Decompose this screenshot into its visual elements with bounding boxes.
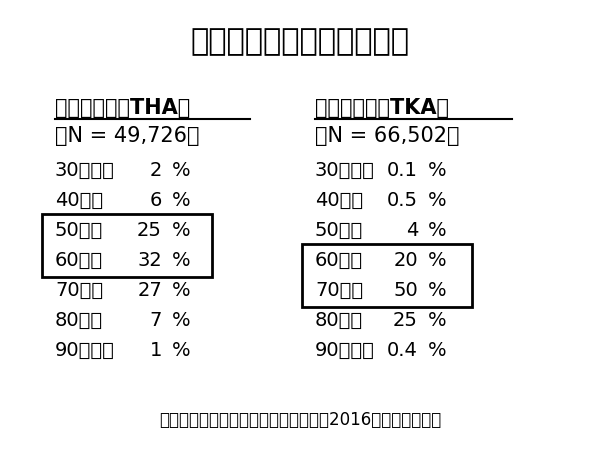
Text: %: % — [428, 161, 446, 180]
Text: 0.1: 0.1 — [387, 161, 418, 180]
Text: 25: 25 — [137, 220, 162, 239]
Text: 4: 4 — [406, 220, 418, 239]
Text: 90歳以上: 90歳以上 — [315, 341, 375, 360]
Text: %: % — [428, 220, 446, 239]
Text: 0.4: 0.4 — [387, 341, 418, 360]
Text: %: % — [428, 280, 446, 300]
Text: 0.5: 0.5 — [387, 190, 418, 210]
Text: 70歳代: 70歳代 — [315, 280, 363, 300]
Text: 60歳代: 60歳代 — [315, 251, 363, 270]
Text: 80歳代: 80歳代 — [55, 310, 103, 329]
Text: 30歳以下: 30歳以下 — [315, 161, 375, 180]
Text: %: % — [428, 310, 446, 329]
Text: （N = 66,502）: （N = 66,502） — [315, 126, 460, 146]
Text: 7: 7 — [149, 310, 162, 329]
Text: 2: 2 — [149, 161, 162, 180]
Text: %: % — [172, 220, 191, 239]
Text: %: % — [428, 341, 446, 360]
Text: 25: 25 — [393, 310, 418, 329]
Text: （日本人工関節学会：レジストリー：2016年版より改変）: （日本人工関節学会：レジストリー：2016年版より改変） — [159, 411, 441, 429]
Text: 20: 20 — [394, 251, 418, 270]
Text: 人工股関節（THA）: 人工股関節（THA） — [55, 98, 190, 118]
Text: %: % — [172, 341, 191, 360]
Bar — [302, 243, 472, 306]
Text: %: % — [428, 190, 446, 210]
Text: 40歳代: 40歳代 — [55, 190, 103, 210]
Text: %: % — [172, 190, 191, 210]
Text: %: % — [172, 280, 191, 300]
Text: 人工関節置換術の年齢分布: 人工関節置換術の年齢分布 — [191, 27, 409, 57]
Text: 人工膝関節（TKA）: 人工膝関節（TKA） — [315, 98, 449, 118]
Text: 50歳代: 50歳代 — [315, 220, 363, 239]
Text: 50: 50 — [393, 280, 418, 300]
Text: 70歳代: 70歳代 — [55, 280, 103, 300]
Text: 50歳代: 50歳代 — [55, 220, 103, 239]
Text: %: % — [172, 251, 191, 270]
Text: %: % — [172, 310, 191, 329]
Text: 90歳以上: 90歳以上 — [55, 341, 115, 360]
Text: 1: 1 — [149, 341, 162, 360]
Text: 32: 32 — [137, 251, 162, 270]
Text: 40歳代: 40歳代 — [315, 190, 363, 210]
Text: 27: 27 — [137, 280, 162, 300]
Text: %: % — [172, 161, 191, 180]
Bar — [42, 213, 212, 276]
Text: （N = 49,726）: （N = 49,726） — [55, 126, 199, 146]
Text: 30歳以下: 30歳以下 — [55, 161, 115, 180]
Text: 6: 6 — [149, 190, 162, 210]
Text: 80歳代: 80歳代 — [315, 310, 363, 329]
Text: %: % — [428, 251, 446, 270]
Text: 60歳代: 60歳代 — [55, 251, 103, 270]
